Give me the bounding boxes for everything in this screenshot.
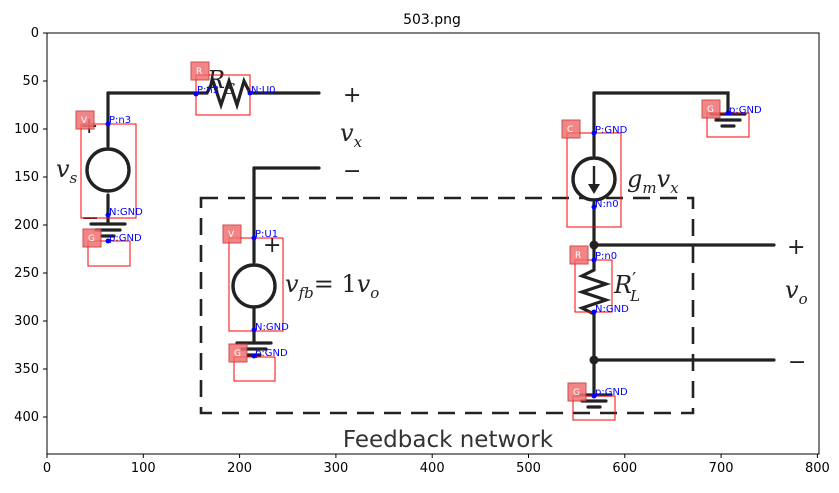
voltage-source-vs bbox=[85, 147, 131, 193]
x-tick-label: 200 bbox=[227, 461, 252, 476]
pin-rs-p bbox=[193, 91, 199, 97]
badge-vfb bbox=[222, 224, 242, 244]
badge-ground-1-label: G bbox=[88, 234, 95, 244]
badge-ground-1 bbox=[82, 228, 102, 248]
badge-gm bbox=[561, 119, 581, 139]
feedback-network-label: Feedback network bbox=[343, 427, 554, 453]
pin-ground-2-label: p:GND bbox=[255, 348, 288, 359]
badge-ground-3-label: G bbox=[707, 105, 714, 115]
badge-gm-label: C bbox=[567, 125, 573, 135]
wire-gm-ground bbox=[592, 91, 730, 115]
x-tick-label: 400 bbox=[420, 461, 445, 476]
vo-label: vo bbox=[785, 276, 808, 308]
x-tick-label: 0 bbox=[43, 461, 51, 476]
vs-label: vs bbox=[56, 155, 78, 187]
vx-label: vx bbox=[340, 119, 363, 151]
vo-minus-sign: − bbox=[788, 350, 806, 375]
vx-minus-sign: − bbox=[343, 159, 361, 184]
rs-label: RS bbox=[206, 66, 235, 98]
vfb-equation: vfb= 1vo bbox=[285, 270, 379, 302]
badge-rs bbox=[190, 61, 210, 81]
badge-ground-3 bbox=[701, 99, 721, 119]
pin-rl-p-label: P:n0 bbox=[595, 251, 617, 262]
badge-vs bbox=[75, 110, 95, 130]
pin-ground-3 bbox=[725, 110, 731, 116]
pin-vfb-n-label: N:GND bbox=[255, 322, 289, 333]
y-tick-label: 0 bbox=[31, 26, 39, 41]
badge-rl-label: R bbox=[575, 251, 581, 261]
junction-node-top bbox=[589, 240, 599, 250]
pin-gm-p-label: P:GND bbox=[595, 125, 628, 136]
gm-label: gmvx bbox=[627, 165, 679, 197]
y-tick-label: 200 bbox=[14, 218, 39, 233]
pin-vs-p bbox=[105, 121, 111, 127]
pin-ground-4-label: p:GND bbox=[595, 387, 628, 398]
badge-ground-2-label: G bbox=[234, 349, 241, 359]
pin-vfb-n bbox=[251, 327, 257, 333]
x-axis: 0 100 200 300 400 500 600 700 800 bbox=[43, 454, 830, 476]
y-tick-label: 400 bbox=[14, 410, 39, 425]
x-tick-label: 700 bbox=[709, 461, 734, 476]
feedback-network-box bbox=[199, 196, 695, 415]
x-tick-label: 600 bbox=[612, 461, 637, 476]
badge-ground-2 bbox=[228, 343, 248, 363]
pin-vfb-p bbox=[251, 235, 257, 241]
x-tick-label: 300 bbox=[323, 461, 348, 476]
pin-gm-n-label: N:n0 bbox=[595, 199, 619, 210]
y-tick-label: 350 bbox=[14, 362, 39, 377]
pin-vs-n-label: N:GND bbox=[109, 207, 143, 218]
pin-gm-n bbox=[591, 204, 597, 210]
circuit: RS + vx − + − vs + vfb= 1vo gmvx R′L + v… bbox=[56, 66, 808, 453]
pin-rs-n bbox=[247, 90, 253, 96]
pin-ground-4 bbox=[591, 393, 597, 399]
x-tick-label: 800 bbox=[805, 461, 830, 476]
pin-ground-1 bbox=[105, 238, 111, 244]
pin-ground-1-label: p:GND bbox=[109, 233, 142, 244]
vo-plus-sign: + bbox=[787, 235, 805, 260]
annotations: R P:n3 N:U0 V P:n3 N:GND G p:GND V P:U1 … bbox=[75, 61, 762, 421]
pin-vs-p-label: P:n3 bbox=[109, 115, 131, 126]
pin-ground-2 bbox=[251, 353, 257, 359]
rl-label: R′ L bbox=[613, 269, 640, 305]
badge-vfb-label: V bbox=[228, 230, 235, 240]
pin-gm-p bbox=[591, 130, 597, 136]
y-tick-label: 100 bbox=[14, 122, 39, 137]
y-tick-label: 50 bbox=[22, 74, 39, 89]
x-tick-label: 100 bbox=[131, 461, 156, 476]
vx-plus-sign: + bbox=[343, 83, 361, 108]
pin-rl-n bbox=[591, 309, 597, 315]
badge-ground-4-label: G bbox=[573, 388, 580, 398]
y-tick-label: 300 bbox=[14, 314, 39, 329]
pin-vs-n bbox=[105, 212, 111, 218]
pin-ground-3-label: p:GND bbox=[729, 105, 762, 116]
vfb-plus-sign: + bbox=[263, 233, 281, 258]
current-arrow-head bbox=[588, 184, 600, 194]
figure-title: 503.png bbox=[403, 12, 461, 28]
badge-rl bbox=[569, 245, 589, 265]
pin-rl-p bbox=[591, 257, 597, 263]
badge-rs-label: R bbox=[196, 67, 202, 77]
y-axis: 0 50 100 150 200 250 300 350 400 bbox=[14, 26, 47, 425]
pin-rs-n-label: N:U0 bbox=[251, 85, 276, 96]
voltage-source-vfb bbox=[231, 263, 277, 309]
x-tick-label: 500 bbox=[516, 461, 541, 476]
pin-rl-n-label: N:GND bbox=[595, 304, 629, 315]
pin-vfb-p-label: P:U1 bbox=[255, 229, 278, 240]
badge-vs-label: V bbox=[81, 116, 88, 126]
y-tick-label: 250 bbox=[14, 266, 39, 281]
badge-ground-4 bbox=[567, 382, 587, 402]
resistor-rs bbox=[194, 75, 252, 111]
pin-rs-p-label: P:n3 bbox=[197, 85, 219, 96]
y-tick-label: 150 bbox=[14, 170, 39, 185]
